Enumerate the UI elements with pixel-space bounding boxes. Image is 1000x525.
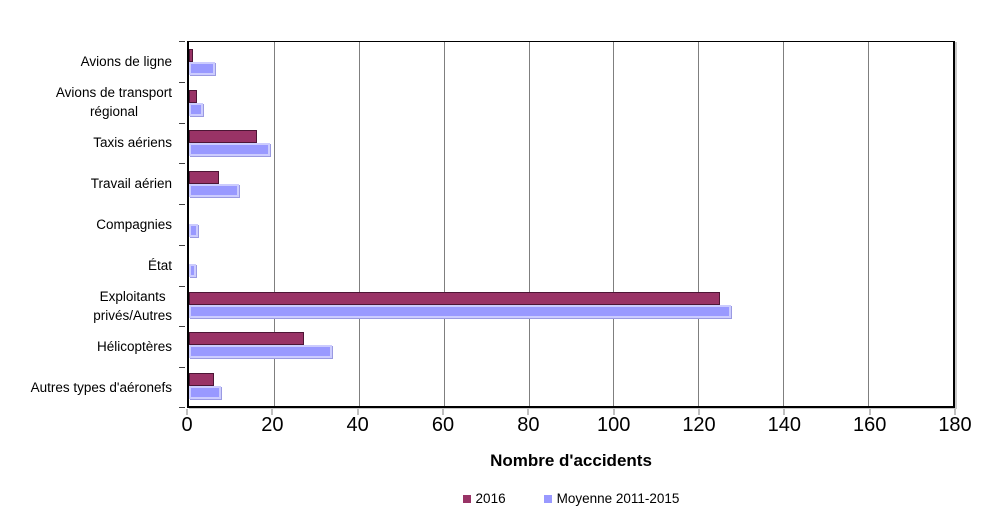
x-tick-0 (186, 409, 188, 415)
y-tick (179, 285, 185, 287)
y-tick (179, 81, 185, 83)
y-tick (179, 407, 185, 408)
y-tick (179, 204, 185, 206)
bar-moyenne-2011-2015 (189, 143, 270, 157)
x-tick-label-120: 120 (682, 414, 716, 436)
y-axis-label-taxis-a-riens: Taxis aériens (93, 135, 172, 151)
y-tick (179, 41, 185, 42)
bar-rows (189, 42, 953, 406)
category-row-h-licopt-res (189, 325, 953, 365)
category-row-compagnies (189, 204, 953, 244)
y-label-cell: Avions de ligne (0, 41, 172, 82)
y-axis-label-exploitants-priv-s-autres: Exploitants privés/Autres (93, 288, 172, 324)
bar-moyenne-2011-2015 (189, 264, 196, 278)
x-tick-120 (698, 409, 700, 415)
category-row-avions-de-transport-r-gional (189, 82, 953, 122)
bar-2016 (189, 332, 304, 346)
x-tick-180 (954, 409, 956, 415)
x-tick-label-180: 180 (938, 414, 972, 436)
y-label-cell: État (0, 245, 172, 286)
x-tick-label-140: 140 (767, 414, 802, 436)
category-row-avions-de-ligne (189, 42, 953, 82)
y-axis-label-avions-de-transport-r-gional: Avions de transport régional (55, 84, 172, 120)
y-label-cell: Compagnies (0, 204, 172, 245)
x-tick-label-160: 160 (852, 414, 887, 436)
y-tick (179, 326, 185, 328)
x-tick-label-20: 20 (261, 414, 284, 436)
bar-moyenne-2011-2015 (189, 345, 333, 359)
x-axis-tick-labels: 0 20 40 60 80 100 120 140 160 180 (181, 414, 971, 436)
legend-label-moyenne-2011-2015: Moyenne 2011-2015 (556, 491, 680, 506)
y-tick (179, 163, 185, 165)
y-axis-label-h-licopt-res: Hélicoptères (96, 339, 172, 355)
y-label-cell: Avions de transport régional (0, 82, 172, 123)
y-label-cell: Hélicoptères (0, 326, 172, 367)
x-tick-label-0: 0 (181, 414, 193, 436)
bar-2016 (189, 291, 720, 305)
x-tick-label-100: 100 (596, 414, 631, 436)
gridline-80 (528, 42, 530, 406)
y-axis-label-tat: État (147, 257, 172, 273)
bar-moyenne-2011-2015 (189, 223, 199, 237)
gridline-120 (698, 42, 700, 406)
gridline-100 (613, 42, 615, 406)
y-axis-label-travail-a-rien: Travail aérien (90, 175, 172, 191)
y-label-cell: Autres types d'aéronefs (0, 367, 172, 408)
y-axis-label-compagnies: Compagnies (96, 216, 172, 232)
gridline-40 (358, 42, 360, 406)
x-tick-label-80: 80 (517, 414, 540, 436)
legend-item-moyenne-2011-2015: Moyenne 2011-2015 (543, 491, 680, 506)
x-tick-20 (271, 409, 273, 415)
legend-swatch-moyenne-2011-2015 (543, 494, 552, 503)
bar-moyenne-2011-2015 (189, 62, 216, 76)
x-tick-140 (783, 409, 785, 415)
bar-2016 (189, 170, 219, 184)
x-tick-160 (869, 409, 871, 415)
gridline-160 (868, 42, 870, 406)
y-label-cell: Travail aérien (0, 163, 172, 204)
bar-moyenne-2011-2015 (189, 183, 240, 197)
bar-moyenne-2011-2015 (189, 385, 222, 399)
category-row-taxis-a-riens (189, 123, 953, 163)
y-tick (179, 367, 185, 369)
category-row-exploitants-priv-s-autres (189, 285, 953, 325)
plot-area (187, 41, 955, 408)
gridline-140 (783, 42, 785, 406)
category-row-travail-a-rien (189, 163, 953, 203)
gridline-60 (443, 42, 445, 406)
y-axis-labels: Avions de ligne Avions de transport régio… (0, 41, 172, 408)
x-tick-label-60: 60 (431, 414, 455, 436)
category-row-tat (189, 244, 953, 284)
x-tick-40 (357, 409, 359, 415)
y-axis-label-autres-types-d-a-ronefs: Autres types d'aéronefs (30, 379, 172, 395)
legend-item-2016: 2016 (462, 491, 506, 506)
category-row-autres-types-d-a-ronefs (189, 366, 953, 406)
bar-2016 (189, 130, 257, 144)
gridline-20 (273, 42, 275, 406)
y-axis-label-avions-de-ligne: Avions de ligne (80, 53, 172, 69)
x-tick-60 (442, 409, 444, 415)
bar-2016 (189, 89, 198, 103)
y-label-cell: Taxis aériens (0, 123, 172, 164)
x-axis-title: Nombre d'accidents (490, 451, 652, 470)
bar-2016 (189, 49, 194, 63)
y-label-cell: Exploitants privés/Autres (0, 286, 172, 327)
bar-moyenne-2011-2015 (189, 102, 204, 116)
y-axis-ticks (179, 41, 185, 408)
bar-2016 (189, 372, 215, 386)
bar-moyenne-2011-2015 (189, 304, 731, 318)
legend: 2016 Moyenne 2011-2015 (187, 491, 955, 506)
x-tick-label-40: 40 (346, 414, 369, 436)
y-tick (179, 122, 185, 124)
x-tick-100 (613, 409, 615, 415)
y-tick (179, 244, 185, 246)
legend-swatch-2016 (462, 494, 471, 503)
legend-label-2016: 2016 (475, 491, 506, 506)
x-axis-ticks (186, 409, 956, 415)
x-tick-80 (527, 409, 529, 415)
